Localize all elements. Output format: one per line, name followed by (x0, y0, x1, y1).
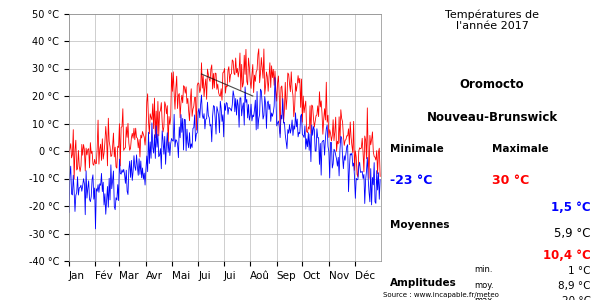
Text: -23 °C: -23 °C (390, 174, 433, 187)
Text: Minimale: Minimale (390, 144, 444, 154)
Text: 8,9 °C: 8,9 °C (559, 281, 591, 291)
Text: moy.: moy. (474, 281, 494, 290)
Text: 1,5 °C: 1,5 °C (551, 201, 591, 214)
Text: Oromocto: Oromocto (460, 78, 524, 91)
Text: Moyennes: Moyennes (390, 220, 449, 230)
Text: 10,4 °C: 10,4 °C (543, 249, 591, 262)
Text: 30 °C: 30 °C (492, 174, 529, 187)
Text: 20 °C: 20 °C (562, 296, 591, 300)
Text: Nouveau-Brunswick: Nouveau-Brunswick (427, 111, 557, 124)
Text: Températures de
l'année 2017: Températures de l'année 2017 (445, 9, 539, 31)
Text: max.: max. (474, 296, 495, 300)
Text: 1 °C: 1 °C (569, 266, 591, 275)
Text: min.: min. (474, 266, 493, 274)
Text: Amplitudes: Amplitudes (390, 278, 457, 287)
Text: Source : www.incapable.fr/meteo: Source : www.incapable.fr/meteo (383, 292, 499, 298)
Text: 5,9 °C: 5,9 °C (554, 226, 591, 239)
Text: Maximale: Maximale (492, 144, 548, 154)
